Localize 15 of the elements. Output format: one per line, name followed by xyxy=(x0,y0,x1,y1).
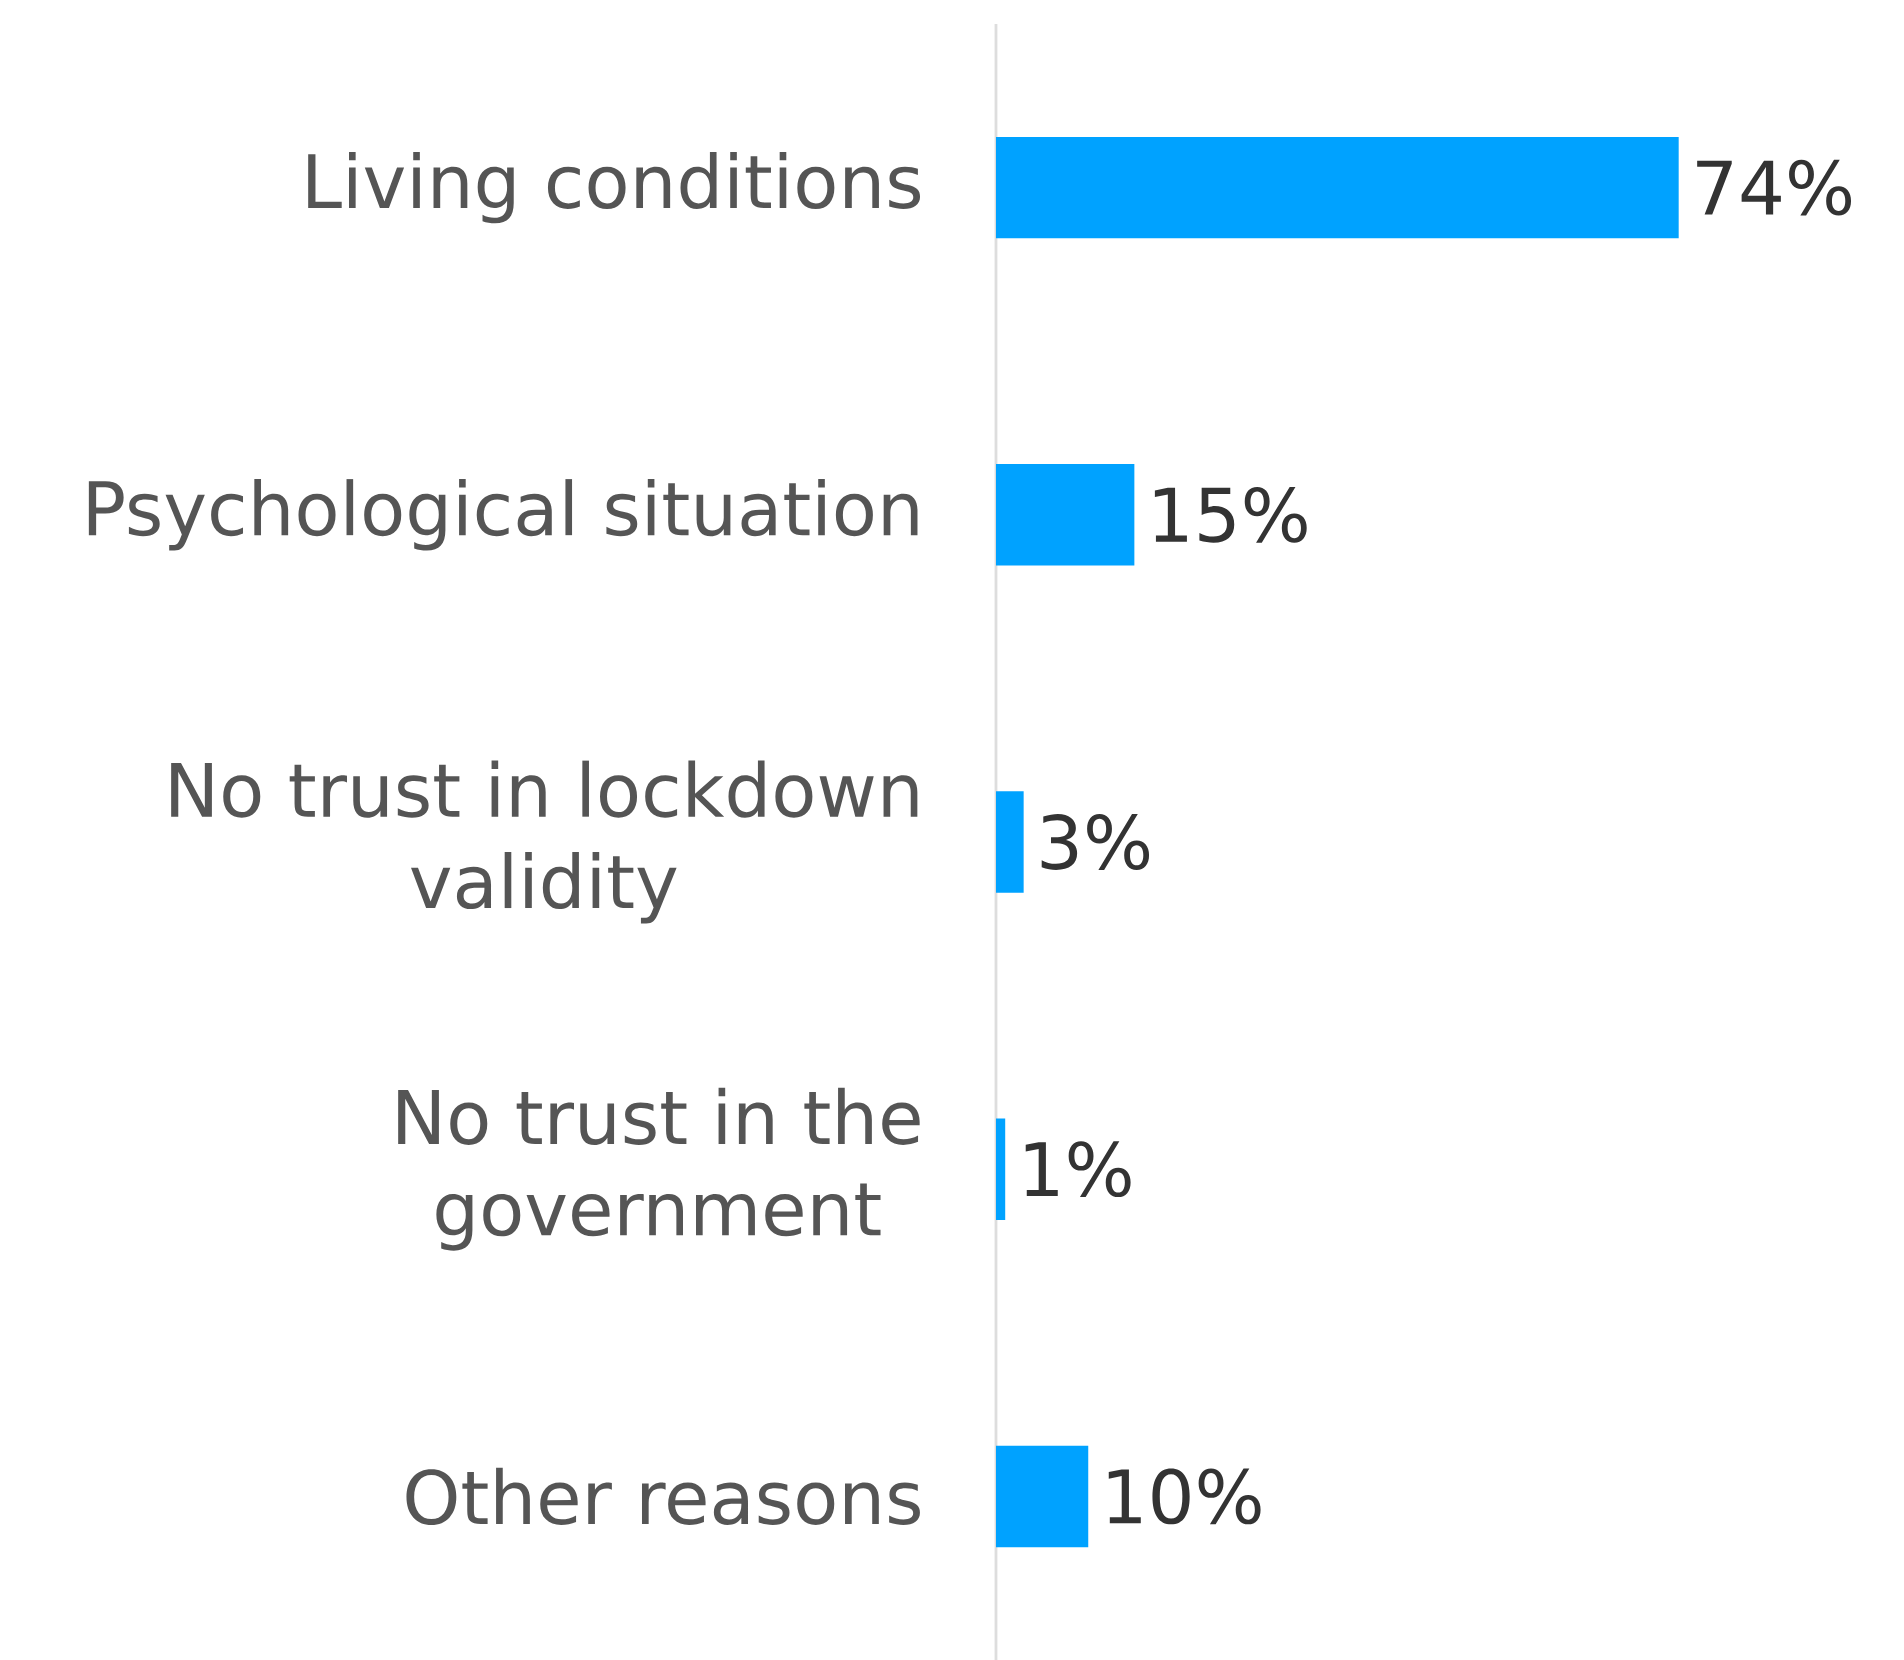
bar xyxy=(995,1118,1006,1220)
data-label: 15% xyxy=(1154,486,1307,543)
data-label: 74% xyxy=(1697,159,1852,216)
bar xyxy=(995,1445,1089,1548)
data-label: 1% xyxy=(1025,1141,1131,1198)
y-tick-label: No trust in lockdown validity xyxy=(171,760,918,924)
bar xyxy=(995,791,1024,893)
bar xyxy=(995,136,1679,239)
y-tick-label: Psychological situation xyxy=(88,479,918,551)
y-tick-label: No trust in the government xyxy=(398,1087,920,1251)
y-tick-label: Other reasons xyxy=(406,1467,920,1525)
y-tick-label: Living conditions xyxy=(308,151,921,224)
data-label: 10% xyxy=(1108,1468,1261,1525)
data-label: 3% xyxy=(1041,814,1150,870)
bar xyxy=(995,464,1135,566)
